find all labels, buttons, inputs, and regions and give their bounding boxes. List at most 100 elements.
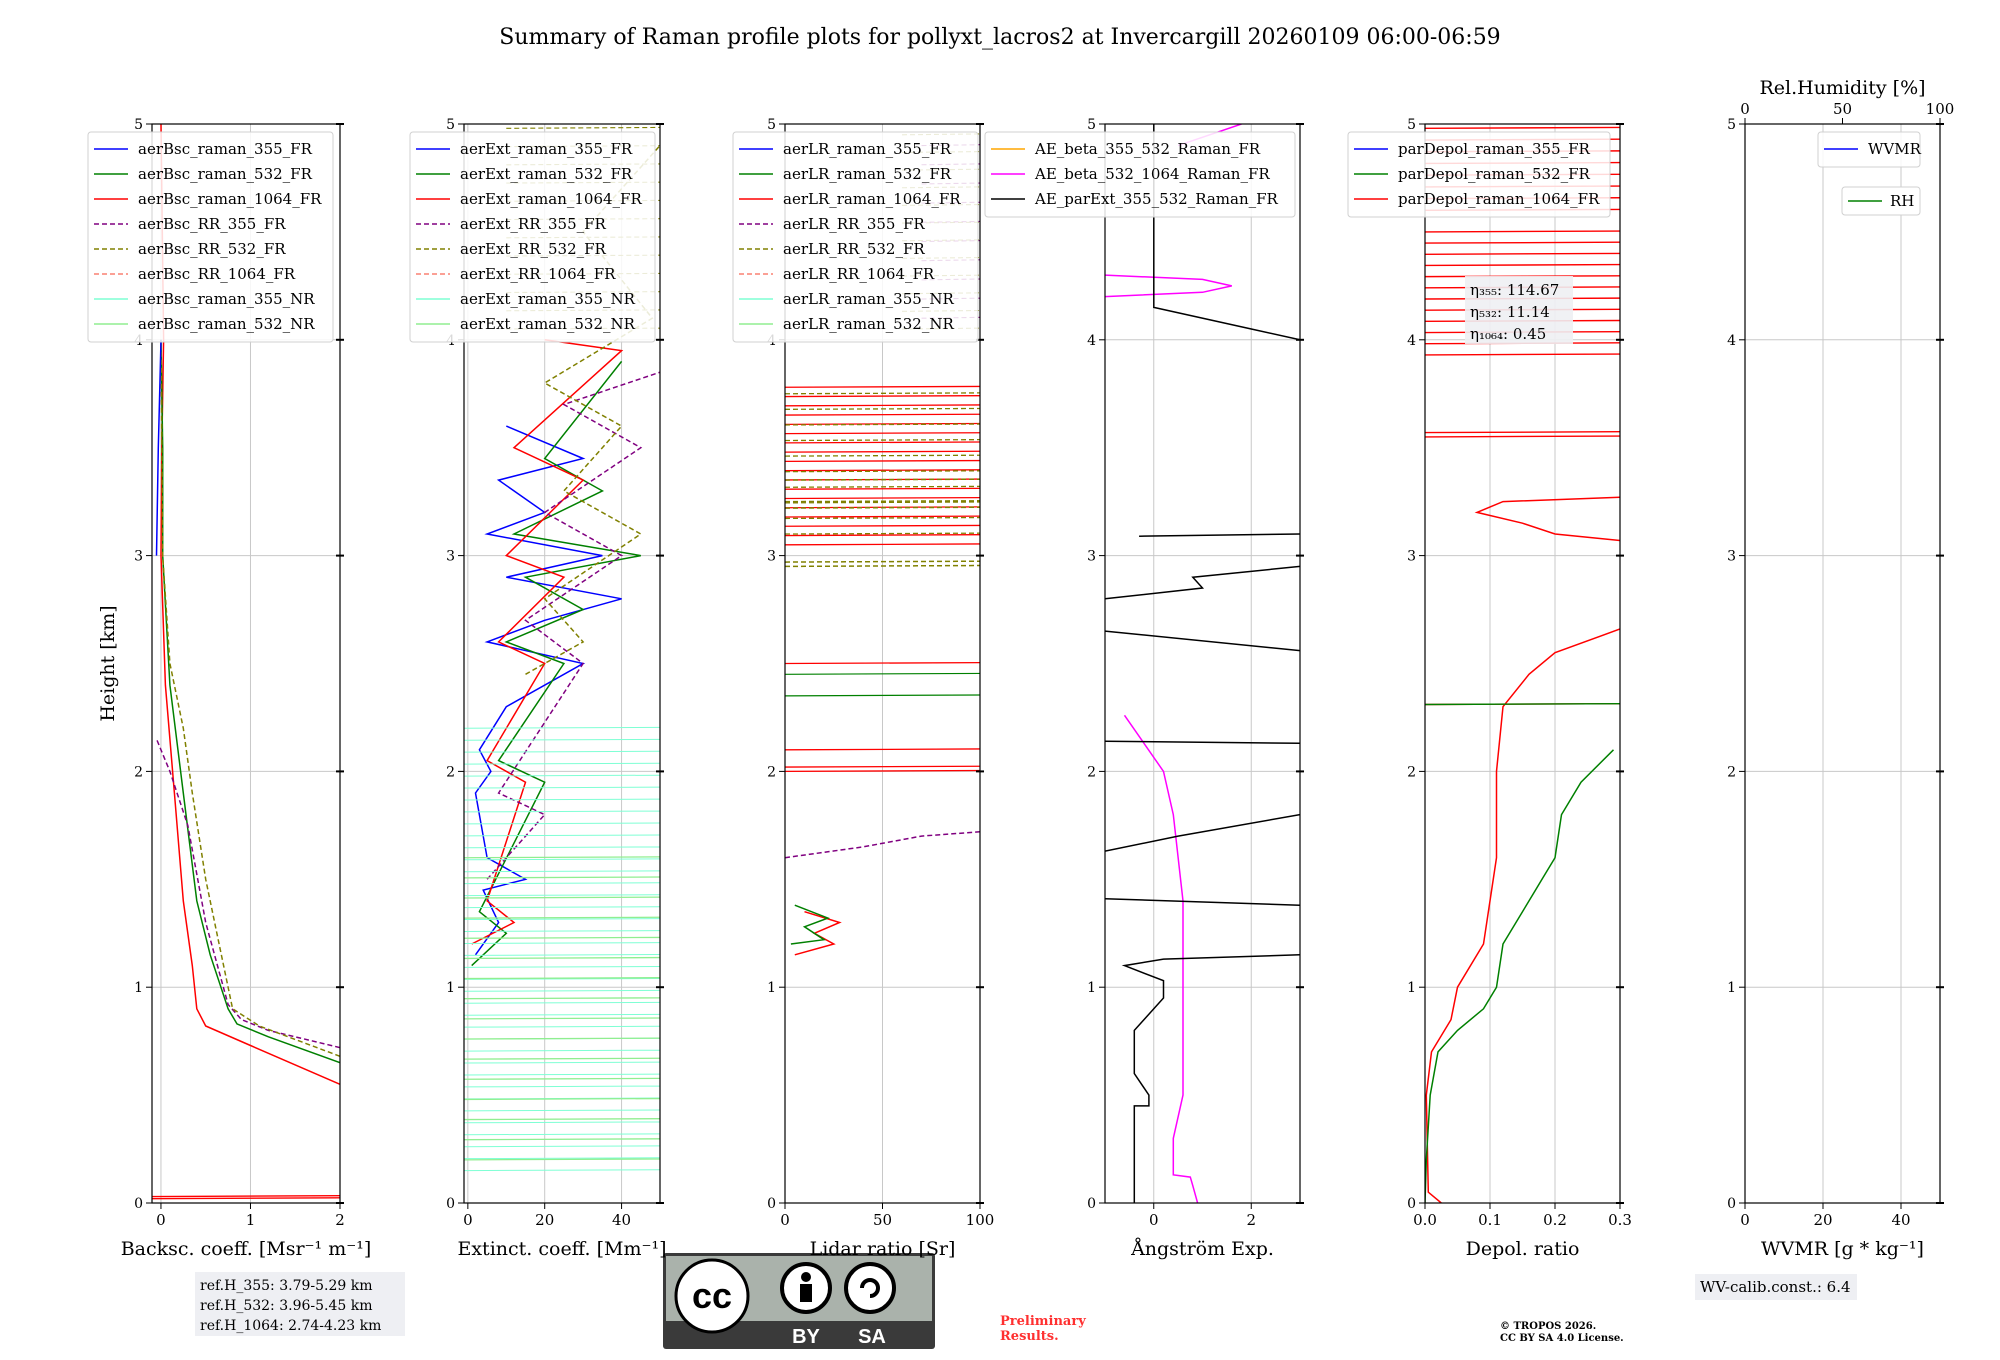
legend-ext: aerExt_raman_355_FR aerExt_raman_532_FRae…: [409, 131, 656, 343]
xtick-label: 40: [612, 1211, 631, 1229]
panel-ext: 02040012345Extinct. coeff. [Mm⁻¹]aerExt_…: [409, 117, 667, 1260]
cloud-trace: [464, 977, 660, 980]
series-aerBsc_raman_355_FR: [155, 339, 162, 556]
cloud-trace: [785, 532, 980, 535]
cloud-trace: [1425, 431, 1620, 434]
xtick-label: 0.3: [1608, 1211, 1632, 1229]
cloud-trace: [464, 1025, 660, 1028]
ytick-label: 2: [134, 764, 143, 780]
panel-bsc: 012012345Backsc. coeff. [Msr⁻¹ m⁻¹]Heigh…: [87, 117, 372, 1260]
cloud-trace: [464, 956, 660, 960]
series-aerExt_raman_1064_FR: [471, 339, 624, 945]
cloud-trace: [1425, 252, 1620, 255]
cloud-trace: [464, 846, 660, 849]
legend-label: aerBsc_raman_532_FR: [138, 165, 313, 183]
ytick-label: 3: [1407, 549, 1416, 565]
legend-lr: aerLR_raman_355_FR aerLR_raman_532_FR aerL…: [732, 131, 979, 343]
cloud-trace: [464, 870, 660, 873]
xlabel-bsc: Backsc. coeff. [Msr⁻¹ m⁻¹]: [121, 1238, 372, 1260]
copyright-line1: © TROPOS 2026.: [1500, 1321, 1596, 1332]
cloud-trace: [785, 560, 980, 563]
cloud-trace: [1425, 126, 1620, 130]
series-aerBsc_RR_355_FR: [155, 738, 340, 1049]
cloud-trace: [152, 1197, 340, 1200]
eta-label: η₁₀₆₄: 0.45: [1470, 325, 1546, 343]
legend-label: aerLR_raman_355_FR: [783, 140, 952, 158]
cloud-trace: [464, 750, 660, 753]
ref-height-355: ref.H_355: 3.79-5.29 km: [200, 1278, 373, 1294]
ref-height-1064: ref.H_1064: 2.74-4.23 km: [200, 1318, 381, 1334]
legend-label: aerExt_raman_532_NR: [460, 315, 636, 333]
cloud-trace: [785, 748, 980, 751]
legend-box: [984, 131, 1296, 218]
cloud-trace: [464, 856, 660, 859]
series-AE_parExt_355_532_Raman_FR_c: [1105, 813, 1300, 852]
xtick-label: 0.2: [1543, 1211, 1567, 1229]
cloud-trace: [464, 822, 660, 825]
cloud-trace: [785, 765, 980, 768]
cloud-trace: [785, 450, 980, 453]
cloud-trace: [464, 936, 660, 939]
cloud-trace: [506, 126, 660, 129]
cloud-trace: [464, 1169, 660, 1172]
cloud-trace: [464, 1157, 660, 1160]
cloud-trace: [464, 1077, 660, 1080]
ytick-label: 3: [134, 549, 143, 565]
series-parDepol_raman_1064_FR_upper: [1474, 496, 1620, 542]
cloud-trace: [464, 942, 660, 944]
top-xtick-label: 100: [1926, 100, 1955, 118]
ytick-label: 5: [1087, 117, 1096, 133]
cloud-trace: [785, 543, 980, 546]
cloud-trace: [464, 882, 660, 885]
panel-depol: 0.0 0.1 0.2 0.3 0 1 2 3 4 5 Depol. ratio parDepol_r…: [1347, 117, 1632, 1260]
xtick-label: 40: [1891, 1211, 1910, 1229]
ytick-label: 2: [1087, 764, 1096, 780]
cloud-trace: [464, 894, 660, 897]
cloud-trace: [1425, 263, 1620, 267]
cloud-trace: [464, 1118, 660, 1121]
cloud-trace: [785, 385, 980, 388]
legend-label: aerBsc_raman_355_FR: [138, 140, 313, 158]
ytick-label: 5: [134, 117, 143, 133]
cloud-trace: [464, 916, 660, 919]
ytick-label: 5: [767, 117, 776, 133]
cloud-trace: [464, 1138, 660, 1141]
legend-wv: WVMR: [1817, 131, 1922, 168]
series-AE_parExt_355_532_Raman_FR_d: [1105, 740, 1300, 745]
cloud-trace: [464, 906, 660, 909]
legend-label: parDepol_raman_1064_FR: [1398, 190, 1600, 208]
legend-box: [732, 131, 979, 343]
cloud-trace: [785, 515, 980, 518]
series-AE_parExt_355_532_Raman_FR: [1121, 954, 1300, 1203]
cloud-trace: [464, 1057, 660, 1060]
series-aerBsc_raman_532_FR: [160, 339, 340, 1064]
legend-label: aerExt_raman_355_NR: [460, 290, 636, 308]
ytick-label: 3: [1727, 549, 1736, 565]
cloud-trace: [1425, 230, 1620, 233]
series-AE_parExt_355_532_Raman_FR_b: [1105, 897, 1300, 906]
cloud-trace: [785, 432, 980, 435]
cloud-trace: [1425, 435, 1620, 438]
xtick-label: 1: [246, 1211, 256, 1229]
depol-eta-annotation: η₃₅₅: 114.67 η₅₃₂: 11.14 η₁₀₆₄: 0.45: [1465, 276, 1573, 344]
legend-label: RH: [1890, 192, 1914, 210]
legend-label: parDepol_raman_355_FR: [1398, 140, 1591, 158]
wv-calib-box: [1695, 1274, 1857, 1300]
axes-frame-depol: [1424, 123, 1621, 1204]
cloud-trace: [464, 834, 660, 837]
cc-logo-text: cc: [692, 1275, 732, 1316]
cloud-trace: [785, 395, 980, 398]
ytick-label: 0: [446, 1196, 455, 1212]
cloud-trace: [785, 487, 980, 490]
legend-label: aerExt_raman_355_FR: [460, 140, 633, 158]
panel-ae: 0 2 0 1 2 3 4 5 Ångström Exp. AE_beta_355_532_Ram…: [984, 117, 1304, 1260]
series-AE_parExt_355_532_Raman_FR_f: [1105, 565, 1300, 600]
legend-label: aerBsc_RR_532_FR: [138, 240, 286, 258]
legend-label: aerLR_RR_1064_FR: [783, 265, 935, 283]
cloud-trace: [785, 407, 980, 410]
xtick-label: 20: [1813, 1211, 1832, 1229]
cloud-trace: [1425, 241, 1620, 244]
xtick-label: 0.0: [1413, 1211, 1437, 1229]
cloud-trace: [464, 1133, 660, 1136]
ytick-label: 5: [1407, 117, 1416, 133]
